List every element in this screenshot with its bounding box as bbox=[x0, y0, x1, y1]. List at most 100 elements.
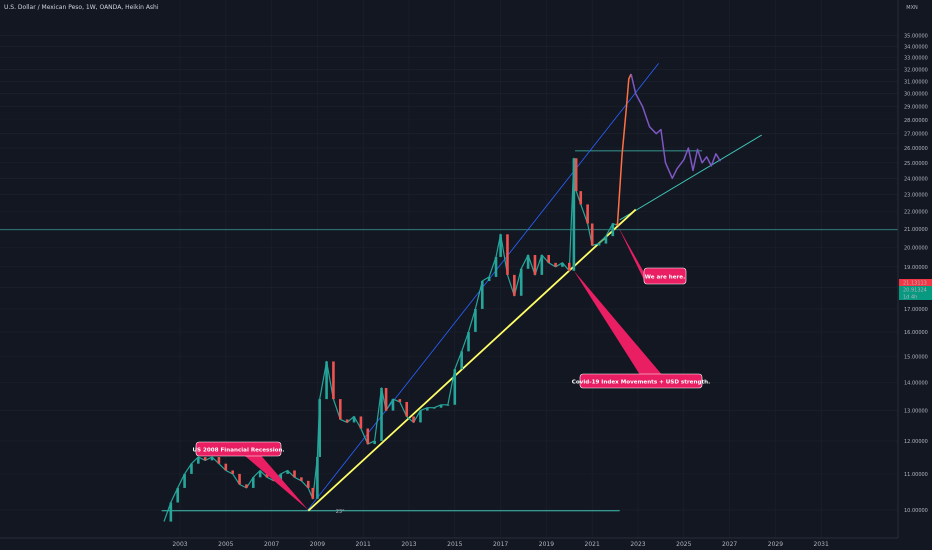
candle-bar bbox=[419, 410, 422, 423]
candle-bar bbox=[245, 484, 248, 488]
x-tick-label: 2011 bbox=[356, 541, 371, 548]
chart-grid bbox=[0, 0, 898, 538]
price-axis[interactable]: 10.00000 11.00000 12.00000 13.00000 14.00000… bbox=[897, 0, 932, 550]
angle-label: 23° bbox=[336, 509, 345, 515]
y-tick-label: 29.00000 bbox=[904, 105, 928, 111]
y-tick-label: 10.00000 bbox=[904, 508, 928, 514]
y-tick-label: 33.00000 bbox=[904, 56, 928, 62]
candle-bar bbox=[391, 399, 395, 411]
candle-bar bbox=[526, 255, 530, 269]
x-tick-label: 2003 bbox=[172, 541, 187, 548]
candle-bar bbox=[183, 473, 186, 488]
candle-bar bbox=[339, 399, 342, 420]
candle-bar bbox=[405, 401, 409, 417]
y-tick-label: 16.00000 bbox=[904, 330, 928, 336]
time-axis[interactable]: 2003 2005 2007 2009 2011 2013 2015 2017 2019 2021… bbox=[0, 537, 898, 548]
candle-bar bbox=[398, 399, 402, 402]
candle-bar bbox=[359, 416, 363, 429]
x-tick-label: 2009 bbox=[310, 541, 325, 548]
candle-bar bbox=[311, 487, 315, 499]
candle-bar bbox=[231, 470, 234, 474]
candle-bar bbox=[446, 404, 450, 406]
y-tick-label: 22.00000 bbox=[904, 209, 928, 215]
x-tick-label: 2019 bbox=[539, 541, 554, 548]
candle-bar bbox=[487, 276, 491, 282]
candle-bar bbox=[316, 457, 319, 499]
currency-label: MXN bbox=[906, 5, 918, 11]
y-tick-label: 14.00000 bbox=[904, 381, 928, 387]
series-line-3 bbox=[630, 73, 722, 180]
y-tick-label: 13.00000 bbox=[904, 409, 928, 415]
candle-bar bbox=[574, 158, 578, 192]
candle-bar bbox=[366, 428, 370, 445]
candle-bar bbox=[540, 255, 544, 275]
x-tick-label: 2017 bbox=[493, 541, 508, 548]
x-tick-label: 2013 bbox=[401, 541, 416, 548]
candle-bar bbox=[251, 477, 255, 488]
x-tick-label: 2005 bbox=[218, 541, 233, 548]
annotation-covid-box bbox=[579, 373, 703, 389]
candle-bar bbox=[224, 463, 228, 471]
x-tick-label: 2021 bbox=[585, 541, 600, 548]
candle-bar bbox=[611, 223, 615, 237]
series-layer bbox=[163, 73, 722, 522]
x-tick-label: 2031 bbox=[814, 541, 829, 548]
x-tick-label: 2027 bbox=[722, 541, 737, 548]
y-tick-label: 12.00000 bbox=[904, 439, 928, 445]
candle-bar bbox=[432, 407, 436, 409]
candle-bar bbox=[480, 281, 484, 309]
candle-bar bbox=[547, 255, 550, 263]
candle-bar bbox=[352, 416, 356, 423]
candle-bar bbox=[533, 255, 537, 275]
candle-bar bbox=[579, 191, 583, 205]
annotation-covid-pointer bbox=[573, 270, 672, 386]
x-tick-label: 2015 bbox=[447, 541, 462, 548]
long-term-trend-line bbox=[307, 208, 637, 512]
y-tick-label: 21.00000 bbox=[904, 227, 928, 233]
y-tick-label: 26.00000 bbox=[904, 146, 928, 152]
y-tick-label: 30.00000 bbox=[904, 92, 928, 98]
chart-title: U.S. Dollar / Mexican Peso, 1W, OANDA, H… bbox=[4, 4, 159, 11]
candle-bar bbox=[590, 223, 594, 246]
candle-bar bbox=[439, 404, 443, 408]
annotation-here-text: We are here. bbox=[645, 275, 685, 281]
y-tick-label: 15.00000 bbox=[904, 354, 928, 360]
candle-bar bbox=[279, 473, 283, 481]
price-badge bbox=[899, 286, 932, 293]
candle-bar bbox=[380, 387, 383, 441]
candle-bar bbox=[426, 407, 429, 411]
candle-bar bbox=[217, 457, 221, 464]
candle-bar bbox=[572, 158, 576, 271]
candle-bar bbox=[345, 419, 349, 423]
candle-bar bbox=[325, 361, 328, 400]
candle-bar bbox=[499, 234, 502, 257]
candle-bar bbox=[238, 473, 241, 485]
price-axis-panel bbox=[898, 0, 932, 550]
candle-bar bbox=[210, 457, 214, 461]
y-tick-label: 25.00000 bbox=[904, 161, 928, 167]
candle-bar bbox=[258, 470, 262, 478]
candle-bar bbox=[554, 262, 557, 267]
annotation-here-pointer bbox=[617, 225, 646, 284]
price-badge-text: 20.91324 bbox=[903, 288, 927, 294]
x-tick-label: 2023 bbox=[630, 541, 645, 548]
candle-bar bbox=[373, 440, 376, 445]
candle-bar bbox=[586, 204, 589, 224]
price-badge-text: 21.13113 bbox=[903, 281, 927, 287]
y-tick-label: 11.00000 bbox=[904, 472, 928, 478]
candle-bar bbox=[561, 262, 564, 267]
y-tick-label: 19.00000 bbox=[904, 265, 928, 271]
y-tick-label: 17.00000 bbox=[904, 307, 928, 313]
annotation-layer: US 2008 Financial Recession. Covid-19 Ind… bbox=[192, 225, 710, 515]
candle-bar bbox=[568, 262, 571, 271]
price-badge bbox=[899, 293, 932, 300]
candle-bar bbox=[597, 243, 601, 246]
candle-bar bbox=[604, 236, 608, 244]
candle-bar bbox=[453, 369, 457, 405]
annotation-recession-pointer bbox=[242, 454, 309, 510]
candle-bar bbox=[467, 331, 470, 352]
candle-bar bbox=[169, 502, 173, 522]
y-tick-label: 27.00000 bbox=[904, 132, 928, 138]
